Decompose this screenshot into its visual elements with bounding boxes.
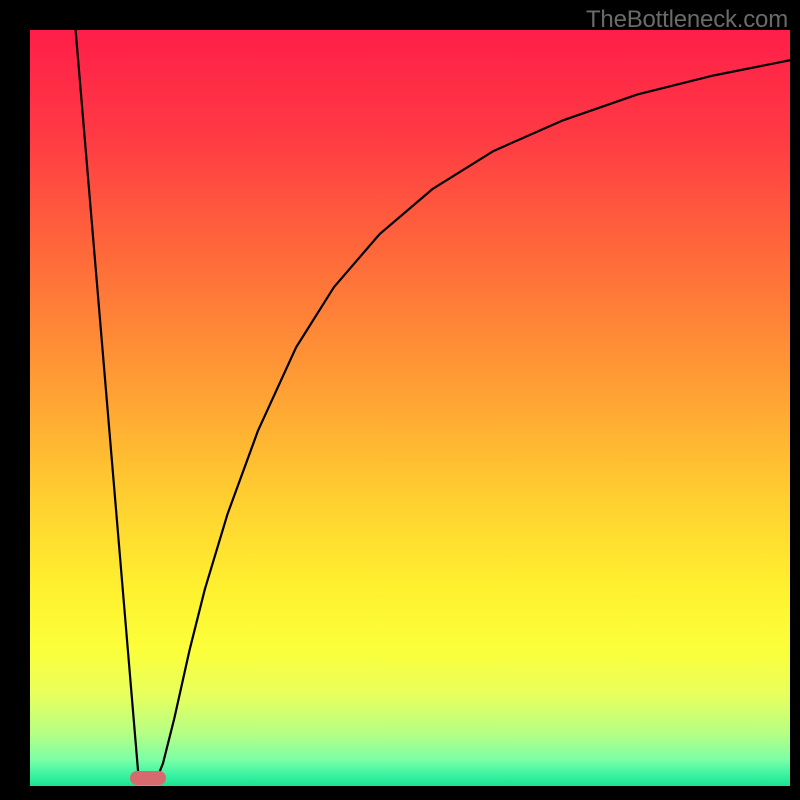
curve-path	[76, 30, 790, 778]
plot-area	[30, 30, 790, 786]
watermark: TheBottleneck.com	[586, 6, 788, 34]
minimum-marker	[130, 771, 166, 785]
curve-svg	[30, 30, 790, 786]
